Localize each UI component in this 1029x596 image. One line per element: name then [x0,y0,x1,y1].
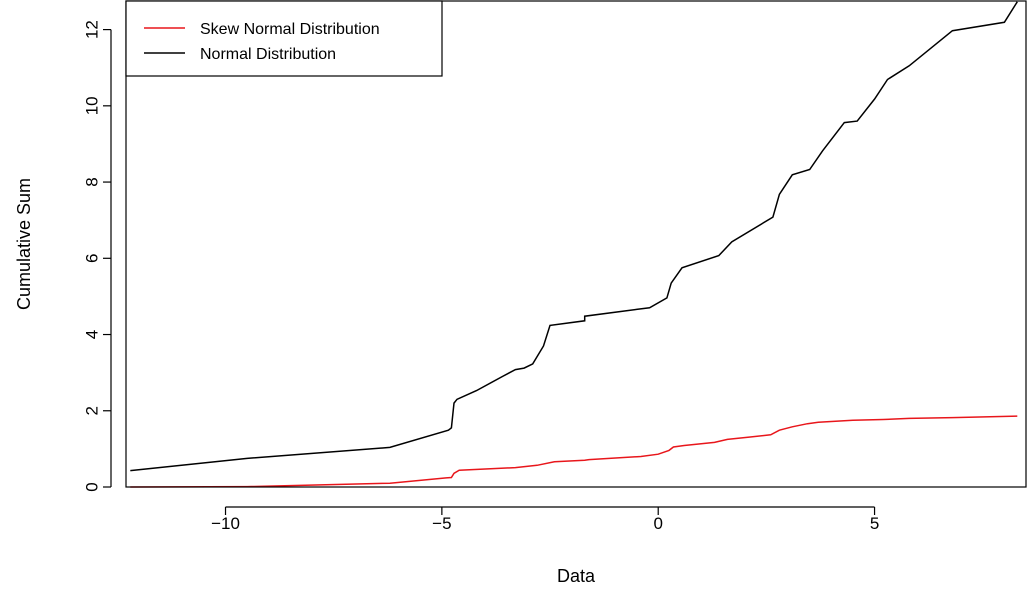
legend-label-normal: Normal Distribution [200,46,336,63]
x-axis-title: Data [557,566,596,586]
y-tick-label: 6 [82,254,101,263]
y-axis-title: Cumulative Sum [14,178,34,310]
y-tick-label: 8 [82,177,101,186]
x-tick-label: 0 [653,514,662,533]
series-line-skew-normal-distribution [130,415,1018,488]
legend-label-skew-normal: Skew Normal Distribution [200,21,380,38]
y-tick-label: 0 [82,482,101,491]
y-tick-label: 10 [82,96,101,115]
legend-box [125,0,443,77]
x-axis: −10 −5 0 5 [211,506,879,533]
plot-lines [130,1,1018,488]
y-axis: 0 2 4 6 8 10 12 [82,20,112,492]
x-tick-label: −5 [432,514,451,533]
legend: Skew Normal Distribution Normal Distribu… [125,0,443,77]
series-line-normal-distribution [130,1,1018,472]
plot-frame [125,0,1027,488]
y-tick-label: 12 [82,20,101,39]
y-tick-label: 4 [82,330,101,339]
x-tick-label: −10 [211,514,240,533]
x-tick-label: 5 [870,514,879,533]
y-tick-label: 2 [82,406,101,415]
